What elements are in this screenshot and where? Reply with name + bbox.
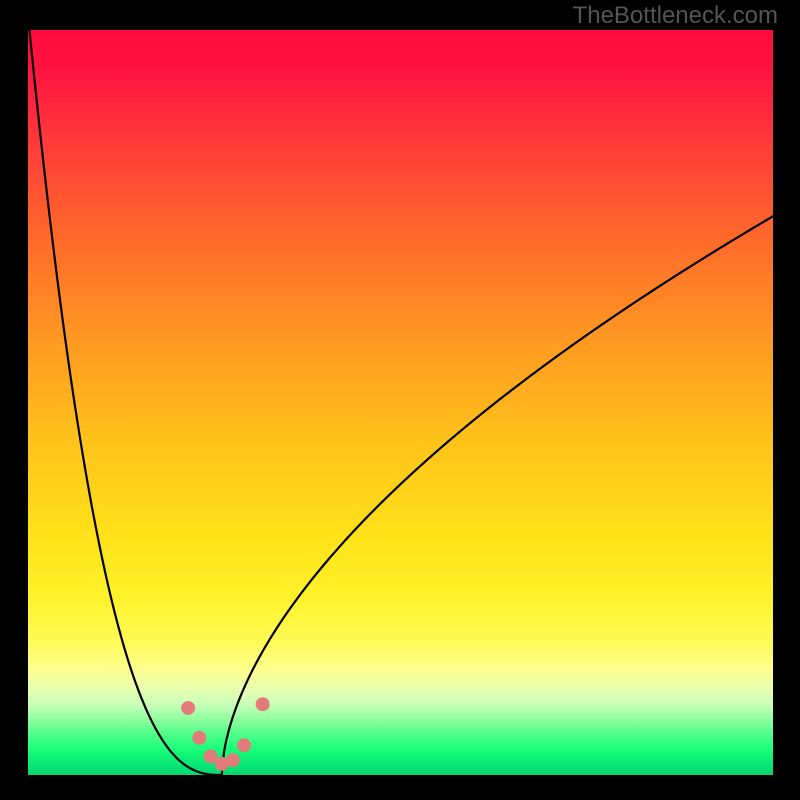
chart-stage: TheBottleneck.com	[0, 0, 800, 800]
marker-dot	[256, 697, 270, 711]
marker-dot	[237, 738, 251, 752]
watermark-text: TheBottleneck.com	[573, 2, 778, 30]
plot-area	[28, 30, 773, 775]
marker-dot	[181, 701, 195, 715]
chart-overlay	[28, 30, 773, 775]
curve-markers	[181, 697, 270, 771]
marker-dot	[226, 753, 240, 767]
marker-dot	[192, 731, 206, 745]
v-curve	[28, 30, 773, 775]
